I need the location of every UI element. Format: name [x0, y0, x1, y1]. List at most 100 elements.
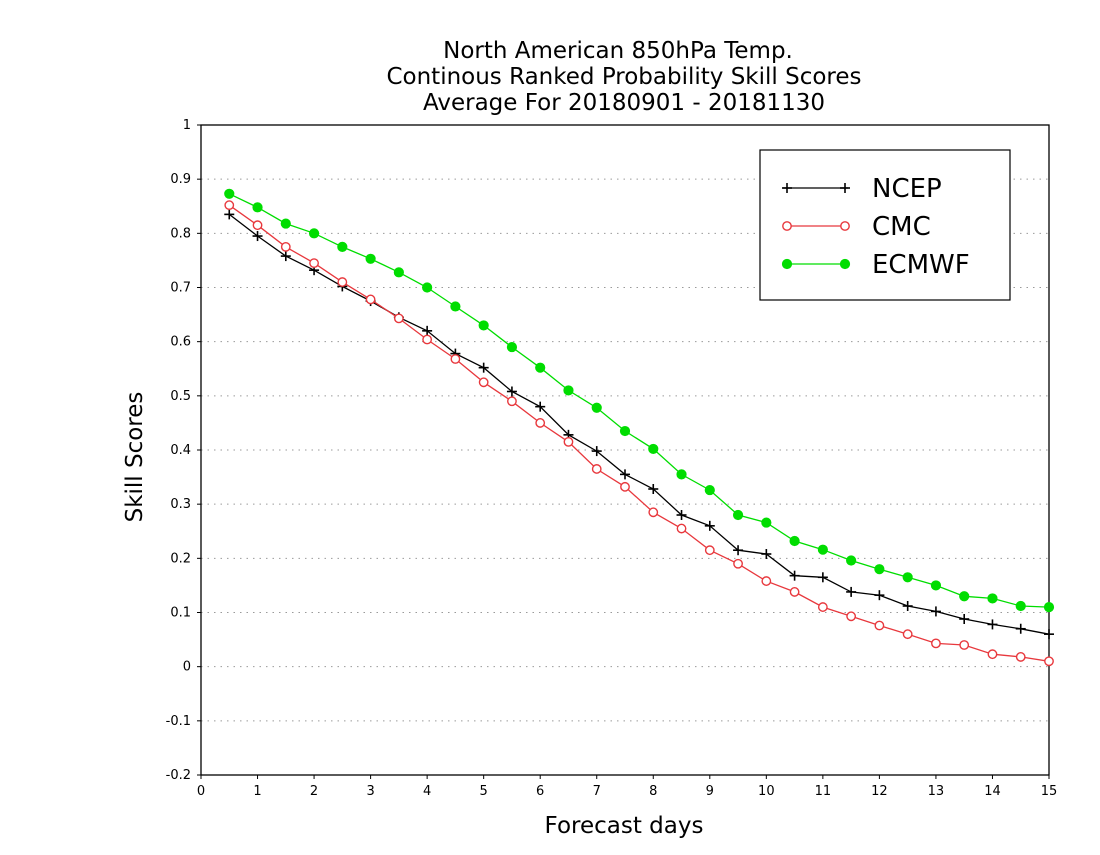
data-point	[704, 484, 715, 496]
data-point	[676, 469, 687, 480]
data-point	[782, 183, 792, 193]
data-point	[563, 385, 574, 396]
x-tick-label: 10	[758, 784, 775, 799]
y-axis-ticks: -0.2 -0.1 0 0.1 0.2 0.3 0.4 0.5 0.6 0.7 0.8 0.9 1	[166, 118, 201, 783]
legend-box	[759, 149, 1011, 301]
data-point	[781, 258, 793, 270]
data-point	[902, 629, 913, 640]
data-point	[987, 649, 998, 660]
data-point	[817, 572, 828, 583]
y-tick-label: 0.8	[170, 226, 191, 241]
data-point	[676, 510, 687, 520]
data-point	[591, 402, 602, 413]
series-line-cmc	[228, 204, 1050, 662]
data-point	[846, 611, 857, 622]
data-point	[619, 425, 631, 437]
data-point	[478, 320, 489, 331]
data-point	[308, 228, 320, 239]
data-point	[280, 241, 291, 252]
data-point	[959, 640, 970, 650]
x-tick-label: 1	[253, 784, 261, 799]
data-point	[846, 555, 857, 566]
data-point	[874, 620, 885, 631]
data-point	[252, 202, 263, 213]
data-point	[1015, 600, 1026, 612]
x-axis-title: Forecast days	[545, 813, 704, 839]
data-point	[733, 545, 744, 556]
data-point	[422, 282, 433, 293]
data-point	[930, 606, 941, 617]
series-ecmwf	[224, 188, 1055, 613]
y-tick-label: 0.9	[170, 172, 191, 187]
data-point	[648, 507, 659, 518]
data-point	[987, 619, 998, 630]
data-point	[648, 443, 659, 455]
data-point	[1015, 652, 1026, 662]
x-tick-label: 0	[197, 784, 205, 799]
x-tick-label: 8	[649, 784, 657, 799]
legend: NCEP CMC ECMWF	[759, 149, 1011, 301]
x-tick-label: 2	[310, 784, 318, 799]
data-point	[507, 396, 517, 407]
data-point	[591, 446, 602, 457]
x-tick-label: 14	[984, 784, 1001, 799]
data-point	[393, 313, 404, 324]
data-point	[620, 469, 630, 480]
y-tick-label: 0.2	[170, 551, 191, 566]
x-tick-label: 12	[871, 784, 888, 799]
data-point	[840, 221, 850, 231]
legend-item-cmc: CMC	[782, 212, 931, 242]
x-tick-label: 6	[536, 784, 544, 799]
data-point	[789, 535, 800, 547]
data-point	[365, 294, 376, 305]
data-point	[732, 509, 744, 521]
data-point	[1044, 656, 1054, 667]
legend-label: ECMWF	[872, 250, 970, 280]
data-point	[535, 401, 546, 412]
y-tick-label: 0.6	[170, 335, 191, 350]
data-point	[280, 251, 291, 262]
data-point	[733, 558, 743, 569]
gridlines	[201, 178, 1049, 722]
data-point	[761, 517, 772, 528]
legend-label: NCEP	[872, 174, 942, 204]
data-point	[422, 334, 433, 345]
data-point	[506, 341, 518, 353]
data-point	[280, 218, 291, 229]
y-axis-title: Skill Scores	[122, 392, 148, 523]
y-tick-label: 0.4	[170, 443, 191, 458]
legend-label: CMC	[872, 212, 931, 242]
data-point	[959, 591, 970, 602]
data-point	[252, 231, 263, 242]
data-point	[761, 549, 772, 559]
y-tick-label: 0.3	[170, 497, 191, 512]
x-tick-label: 4	[423, 784, 431, 799]
x-tick-label: 15	[1041, 784, 1058, 799]
y-tick-label: 1	[183, 118, 191, 133]
data-point	[846, 586, 857, 597]
y-tick-label: 0	[183, 660, 191, 675]
legend-item-ncep: NCEP	[782, 174, 942, 204]
data-point	[840, 183, 850, 193]
series-cmc	[224, 200, 1054, 667]
data-point	[1043, 601, 1055, 613]
data-point	[676, 523, 687, 534]
data-point	[902, 601, 913, 611]
x-tick-label: 9	[706, 784, 714, 799]
data-point	[365, 253, 376, 264]
data-point	[931, 638, 941, 649]
data-point	[930, 580, 942, 591]
data-point	[563, 436, 574, 447]
data-point	[337, 241, 348, 252]
data-point	[478, 377, 489, 388]
data-point	[535, 418, 546, 428]
x-tick-label: 5	[480, 784, 488, 799]
x-axis-ticks: 0 1 2 3 4 5 6 7 8 9 10 11 12 13 14 15	[197, 775, 1057, 799]
data-point	[704, 545, 715, 556]
series-ncep	[224, 209, 1054, 640]
y-tick-label: -0.2	[166, 768, 191, 783]
data-point	[839, 258, 851, 270]
data-point	[1015, 623, 1026, 634]
